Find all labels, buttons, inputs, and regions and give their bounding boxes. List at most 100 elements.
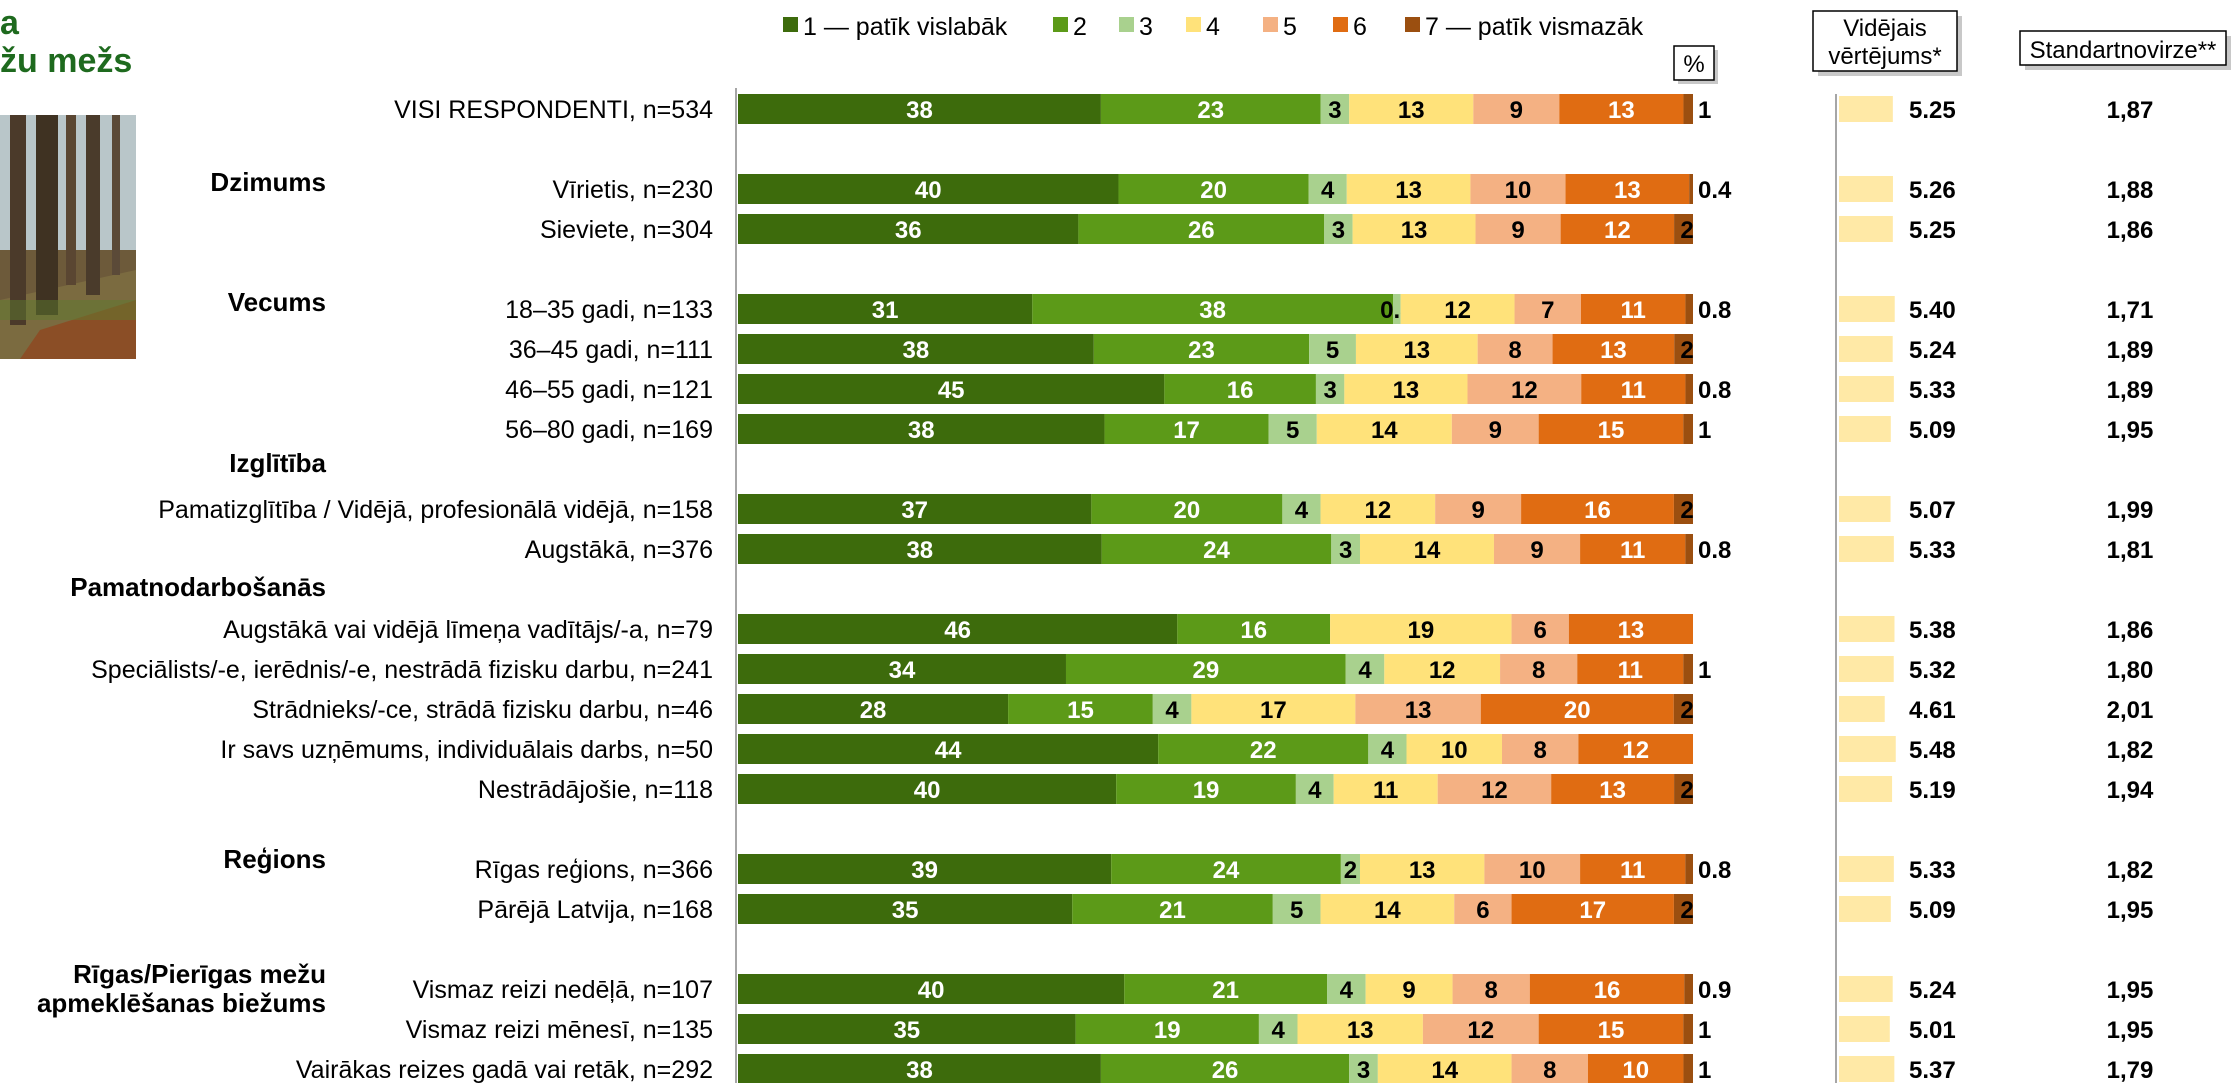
segment-label: 15 [1598, 1017, 1625, 1044]
segment-label: 13 [1401, 217, 1428, 244]
row-label: 36–45 gadi, n=111 [509, 336, 713, 364]
mean-bar [1839, 656, 1894, 682]
mean-bar [1839, 616, 1894, 642]
segment-label: 14 [1431, 1057, 1458, 1083]
segment-label: 34 [889, 657, 916, 684]
segment-label: 11 [1621, 377, 1646, 404]
mean-bar [1839, 296, 1895, 322]
segment-label: 12 [1444, 297, 1471, 324]
segment-label: 38 [903, 337, 930, 364]
segment-label: 9 [1402, 977, 1415, 1004]
segment-label: 13 [1608, 97, 1635, 124]
group-heading: Rīgas/Pierīgas mežu [73, 959, 326, 989]
row-label: VISI RESPONDENTI, n=534 [394, 96, 713, 124]
sd-value: 1,94 [2107, 777, 2154, 804]
segment-label: 29 [1193, 657, 1220, 684]
segment-label: 8 [1508, 337, 1521, 364]
segment-label: 5 [1286, 417, 1299, 444]
sd-value: 1,86 [2107, 217, 2154, 244]
segment-label: 37 [901, 497, 928, 524]
segment-label-7: 2 [1680, 337, 1693, 364]
bar-segment-7 [1689, 174, 1693, 204]
segment-label-7: 0.8 [1698, 537, 1731, 564]
sd-value: 1,79 [2107, 1057, 2154, 1083]
segment-label: 8 [1485, 977, 1498, 1004]
segment-label: 16 [1240, 617, 1267, 644]
mean-value: 5.40 [1909, 297, 1956, 324]
segment-label: 38 [1199, 297, 1226, 324]
segment-label: 4 [1272, 1017, 1286, 1044]
group-heading: Izglītība [229, 448, 326, 478]
legend-swatch-3 [1119, 17, 1134, 32]
segment-label: 13 [1614, 177, 1641, 204]
row-label: Augstākā vai vidējā līmeņa vadītājs/-a, … [223, 616, 713, 644]
segment-label: 13 [1409, 857, 1436, 884]
mean-bar [1839, 1016, 1890, 1042]
segment-label: 23 [1197, 97, 1224, 124]
legend-label-5: 5 [1283, 13, 1297, 41]
segment-label: 4 [1308, 777, 1322, 804]
mean-bar [1839, 496, 1891, 522]
legend: 1 — patīk vislabāk 2 3 4 5 6 7 — patīk vismazā… [783, 13, 1644, 41]
sd-value: 1,89 [2107, 337, 2154, 364]
segment-label: 13 [1618, 617, 1645, 644]
legend-label-1: 1 — patīk vislabāk [803, 13, 1008, 41]
row-label: Sieviete, n=304 [540, 216, 713, 244]
mean-bar [1839, 736, 1896, 762]
segment-label: 35 [892, 897, 919, 924]
legend-swatch-7 [1405, 17, 1420, 32]
row-label: Augstākā, n=376 [525, 536, 713, 564]
segment-label: 26 [1188, 217, 1215, 244]
segment-label: 12 [1622, 737, 1649, 764]
mean-value: 5.09 [1909, 417, 1956, 444]
sd-header: Standartnovirze** [2020, 31, 2231, 70]
row-label: Pamatizglītība / Vidējā, profesionālā vi… [158, 496, 713, 524]
segment-label: 11 [1621, 297, 1646, 324]
segment-label-7: 1 [1698, 97, 1711, 124]
segment-label-7: 1 [1698, 1017, 1711, 1044]
segment-label-7: 1 [1698, 657, 1711, 684]
mean-value: 5.32 [1909, 657, 1956, 684]
segment-label: 11 [1373, 777, 1398, 804]
segment-label: 12 [1467, 1017, 1494, 1044]
segment-label: 8 [1543, 1057, 1556, 1083]
segment-label: 38 [906, 537, 933, 564]
segment-label: 11 [1620, 857, 1645, 884]
segment-label: 23 [1188, 337, 1215, 364]
sd-value: 1,95 [2107, 897, 2154, 924]
segment-label: 17 [1579, 897, 1606, 924]
bar-segment-7 [1685, 374, 1693, 404]
sd-value: 1,86 [2107, 617, 2154, 644]
segment-label: 10 [1441, 737, 1468, 764]
segment-label: 20 [1200, 177, 1227, 204]
segment-label: 4 [1321, 177, 1335, 204]
mean-bar [1839, 216, 1893, 242]
mean-value: 5.48 [1909, 737, 1956, 764]
segment-label: 16 [1594, 977, 1621, 1004]
mean-value: 5.37 [1909, 1057, 1956, 1083]
legend-swatch-6 [1333, 17, 1348, 32]
segment-label: 17 [1173, 417, 1200, 444]
mean-value: 5.24 [1909, 977, 1956, 1004]
row-label: Strādnieks/-ce, strādā fizisku darbu, n=… [252, 696, 713, 724]
segment-label: 3 [1357, 1057, 1370, 1083]
mean-value: 5.19 [1909, 777, 1956, 804]
row-label: Ir savs uzņēmums, individuālais darbs, n… [220, 736, 713, 764]
segment-label: 13 [1395, 177, 1422, 204]
legend-label-7: 7 — patīk vismazāk [1425, 13, 1644, 41]
row-label: Pārējā Latvija, n=168 [477, 896, 713, 924]
segment-label: 38 [908, 417, 935, 444]
segment-label: 21 [1159, 897, 1186, 924]
sd-value: 1,99 [2107, 497, 2154, 524]
sd-value: 1,81 [2107, 537, 2154, 564]
segment-label: 12 [1604, 217, 1631, 244]
segment-label: 13 [1347, 1017, 1374, 1044]
sd-value: 1,88 [2107, 177, 2154, 204]
segment-label: 16 [1227, 377, 1254, 404]
mean-value: 5.07 [1909, 497, 1956, 524]
mean-bar [1839, 776, 1892, 802]
sd-value: 1,95 [2107, 417, 2154, 444]
segment-label-7: 1 [1698, 417, 1711, 444]
mean-value: 5.24 [1909, 337, 1956, 364]
mean-value: 5.26 [1909, 177, 1956, 204]
